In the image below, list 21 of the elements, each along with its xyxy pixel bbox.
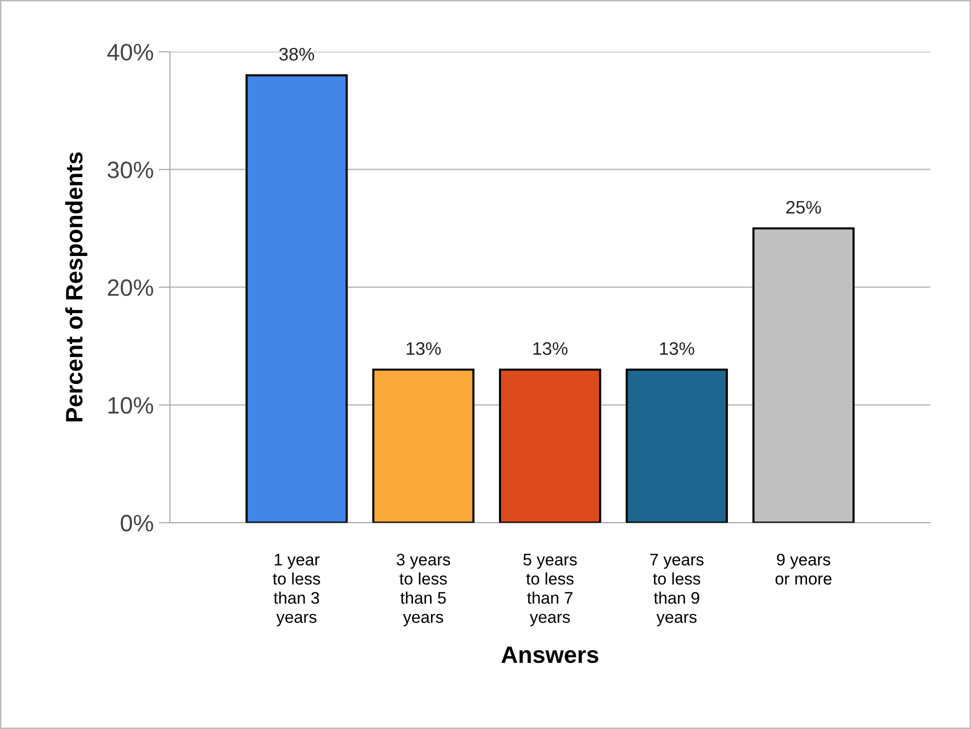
- y-tick-label: 10%: [108, 397, 154, 414]
- x-tick-label: 1 year to less than 3 years: [272, 554, 320, 626]
- x-tick-label: 7 years to less than 9 years: [650, 554, 704, 626]
- bar: [372, 368, 474, 523]
- bar: [626, 368, 728, 523]
- x-tick-label: 3 years to less than 5 years: [396, 554, 450, 626]
- bar: [246, 74, 348, 523]
- data-label: 13%: [660, 342, 694, 355]
- y-axis-title: Percent of Respondents: [65, 152, 88, 422]
- data-label: 13%: [406, 342, 441, 355]
- data-label: 38%: [279, 48, 314, 61]
- y-tick-label: 20%: [108, 279, 154, 296]
- data-label: 13%: [533, 342, 568, 355]
- x-axis-title: Answers: [501, 646, 598, 664]
- data-label: 25%: [786, 200, 821, 214]
- y-tick-label: 0%: [120, 514, 154, 532]
- y-tick-label: 30%: [108, 162, 154, 178]
- bar: [498, 368, 602, 523]
- x-tick-label: 5 years to less than 7 years: [523, 554, 577, 626]
- y-tick-label: 40%: [107, 44, 154, 61]
- x-tick-label: 9 years or more: [775, 554, 832, 585]
